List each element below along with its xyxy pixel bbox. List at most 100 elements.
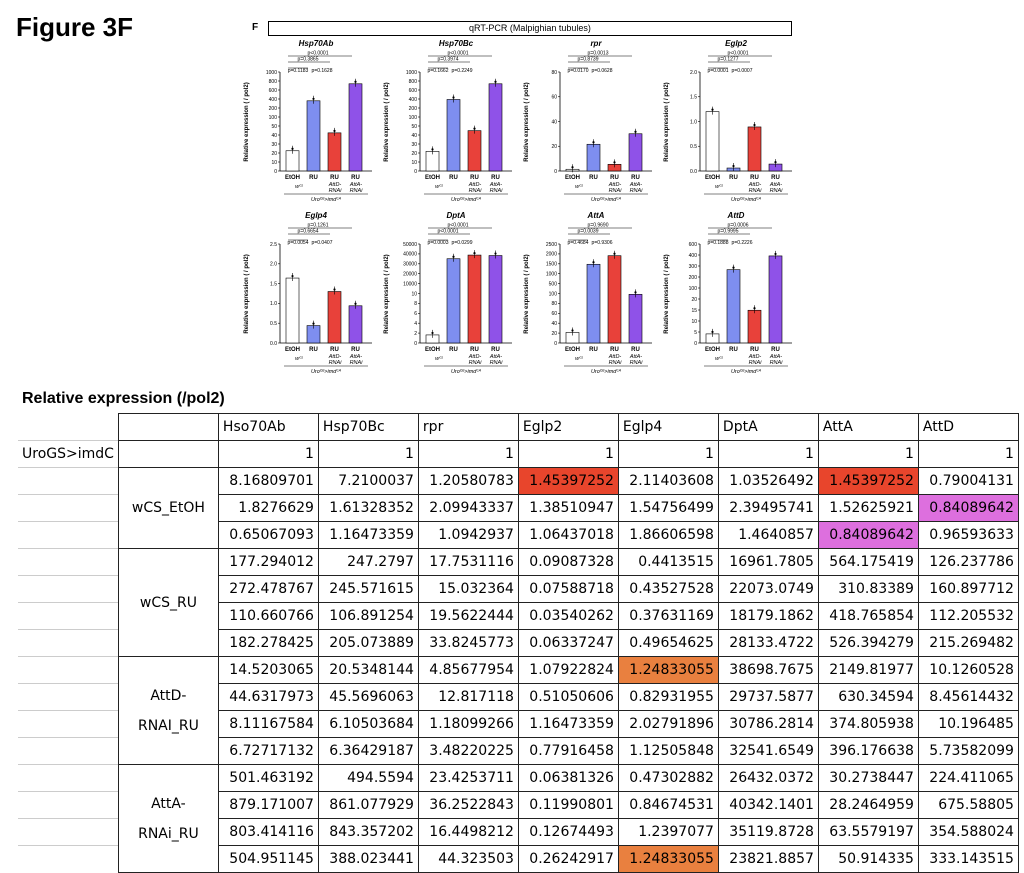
table-cell: 1.18099266 <box>418 711 518 738</box>
group-label: wᶜˢ <box>575 184 583 190</box>
table-cell: 17.7531116 <box>418 549 518 576</box>
pvalue-label: p=0.9995 <box>718 229 739 235</box>
group-label: RNAi <box>350 360 364 366</box>
y-tick-label: 10 <box>411 291 417 297</box>
table-cell: 0.12674493 <box>518 819 618 846</box>
y-tick-label: 600 <box>409 88 418 94</box>
table-cell: 0.11990801 <box>518 792 618 819</box>
table-cell: 374.805938 <box>818 711 918 738</box>
table-cell: 1.61328352 <box>318 495 418 522</box>
y-tick-label: 20 <box>551 331 557 337</box>
group-label: wᶜˢ <box>435 184 443 190</box>
table-cell: 1.16473359 <box>318 522 418 549</box>
data-point <box>711 331 713 333</box>
table-row: UroGS>imdC 1 1 1 1 1 1 1 1 <box>18 441 1018 468</box>
bar <box>587 144 600 171</box>
chart-title: DptA <box>446 211 465 220</box>
pvalue-label: p=0.0001 <box>708 68 729 74</box>
bar <box>587 264 600 343</box>
pvalue-label: p=0.1662 <box>428 68 449 74</box>
data-point <box>753 307 755 309</box>
y-tick-label: 40 <box>271 133 277 139</box>
table-cell: 44.6317973 <box>218 684 318 711</box>
table-cell: 19.5622444 <box>418 603 518 630</box>
y-tick-label: 1.0 <box>690 119 697 125</box>
table-cell: 0.84089642 <box>818 522 918 549</box>
y-tick-label: 0 <box>414 341 417 347</box>
group-label: wCS_RU <box>118 549 218 657</box>
chart-title: Hsp70Bc <box>439 39 474 48</box>
table-cell: 0.79004131 <box>918 468 1018 495</box>
table-cell: 8.11167584 <box>218 711 318 738</box>
table-cell: 1.54756499 <box>618 495 718 522</box>
table-cell: 2.09943337 <box>418 495 518 522</box>
group-label: RNAi <box>469 188 483 194</box>
table-cell: 4.85677954 <box>418 657 518 684</box>
x-category-label: RU <box>631 347 640 353</box>
table-cell: 526.394279 <box>818 630 918 657</box>
group-label: RNAi <box>749 188 763 194</box>
table-cell: 0.4413515 <box>618 549 718 576</box>
table-cell: 418.765854 <box>818 603 918 630</box>
group-label: AttD-RNAI_RU <box>118 657 218 765</box>
x-category-label: RU <box>449 175 458 181</box>
y-tick-label: 2000 <box>546 252 557 258</box>
data-point <box>473 128 475 130</box>
x-category-label: RU <box>491 347 500 353</box>
row-label-cell <box>18 684 118 711</box>
table-cell: 0.03540262 <box>518 603 618 630</box>
y-tick-label: 40 <box>551 119 557 125</box>
table-cell: 23821.8857 <box>718 846 818 873</box>
y-tick-label: 40 <box>411 133 417 139</box>
table-cell: 803.414116 <box>218 819 318 846</box>
y-tick-label: 800 <box>409 79 418 85</box>
pvalue-label: p=0.0007 <box>732 68 753 74</box>
table-cell: 28133.4722 <box>718 630 818 657</box>
table-cell: 2.11403608 <box>618 468 718 495</box>
group-label: RNAi <box>350 188 364 194</box>
table-cell: 160.897712 <box>918 576 1018 603</box>
y-axis-label: Relative expression ( / pol2) <box>244 82 250 161</box>
table-cell: 1.03526492 <box>718 468 818 495</box>
chart-title: Eglp2 <box>725 39 747 48</box>
table-row: AttD-RNAI_RU 14.5203065 20.5348144 4.856779… <box>18 657 1018 684</box>
table-cell: 1 <box>218 441 318 468</box>
x-category-label: RU <box>729 347 738 353</box>
pvalue-label: p=0.6654 <box>298 229 319 235</box>
data-point <box>431 332 433 334</box>
x-category-label: RU <box>491 175 500 181</box>
y-tick-label: 300 <box>689 264 698 270</box>
column-header: Eglp4 <box>618 414 718 441</box>
y-tick-label: 400 <box>269 97 278 103</box>
x-category-label: EtOH <box>285 175 300 181</box>
x-category-label: RU <box>309 175 318 181</box>
table-cell: 33.8245773 <box>418 630 518 657</box>
group-label: AttA-RNAi_RU <box>118 765 218 873</box>
bar <box>307 101 320 171</box>
data-point <box>592 261 594 263</box>
row-label-cell <box>18 603 118 630</box>
bar <box>748 310 761 343</box>
table-cell: 0.84089642 <box>918 495 1018 522</box>
x-category-label: RU <box>330 347 339 353</box>
y-tick-label: 1.5 <box>690 95 697 101</box>
y-tick-label: 1500 <box>546 262 557 268</box>
x-category-label: RU <box>309 347 318 353</box>
row-label-cell <box>18 522 118 549</box>
y-tick-label: 0 <box>554 169 557 175</box>
y-tick-label: 200 <box>689 275 698 281</box>
table-cell: 35119.8728 <box>718 819 818 846</box>
table-title: Relative expression (/pol2) <box>22 390 225 408</box>
table-cell: 16961.7805 <box>718 549 818 576</box>
table-cell: 247.2797 <box>318 549 418 576</box>
y-tick-label: 100 <box>689 286 698 292</box>
table-cell: 26432.0372 <box>718 765 818 792</box>
table-cell: 388.023441 <box>318 846 418 873</box>
row-label-cell <box>18 738 118 765</box>
y-tick-label: 4 <box>414 321 417 327</box>
table-cell: 1.07922824 <box>518 657 618 684</box>
y-tick-label: 20 <box>271 151 277 157</box>
table-cell: 7.2100037 <box>318 468 418 495</box>
y-tick-label: 1.5 <box>270 281 277 287</box>
table-cell: 1.4640857 <box>718 522 818 549</box>
